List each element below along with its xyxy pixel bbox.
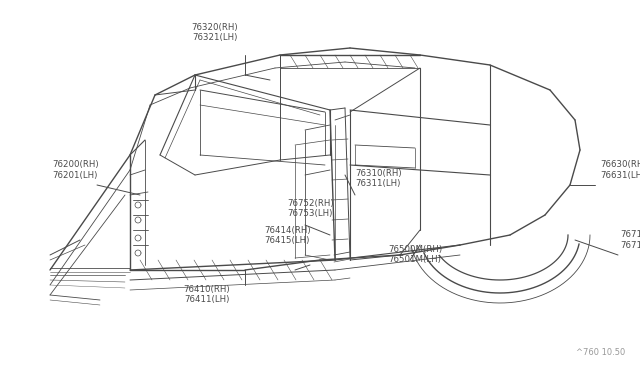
Text: 76200(RH)
76201(LH): 76200(RH) 76201(LH) — [52, 160, 99, 180]
Text: 76310(RH)
76311(LH): 76310(RH) 76311(LH) — [355, 169, 402, 188]
Text: 76414(RH)
76415(LH): 76414(RH) 76415(LH) — [264, 225, 310, 245]
Text: 76752(RH)
76753(LH): 76752(RH) 76753(LH) — [287, 199, 333, 218]
Text: 76320(RH)
76321(LH): 76320(RH) 76321(LH) — [192, 23, 238, 42]
Text: ^760 10.50: ^760 10.50 — [576, 348, 625, 357]
Text: 76500M(RH)
76501M(LH): 76500M(RH) 76501M(LH) — [388, 245, 442, 264]
Text: 76710(RH)
76711(LH): 76710(RH) 76711(LH) — [620, 230, 640, 250]
Text: 76630(RH)
76631(LH): 76630(RH) 76631(LH) — [600, 160, 640, 180]
Text: 76410(RH)
76411(LH): 76410(RH) 76411(LH) — [184, 285, 230, 304]
